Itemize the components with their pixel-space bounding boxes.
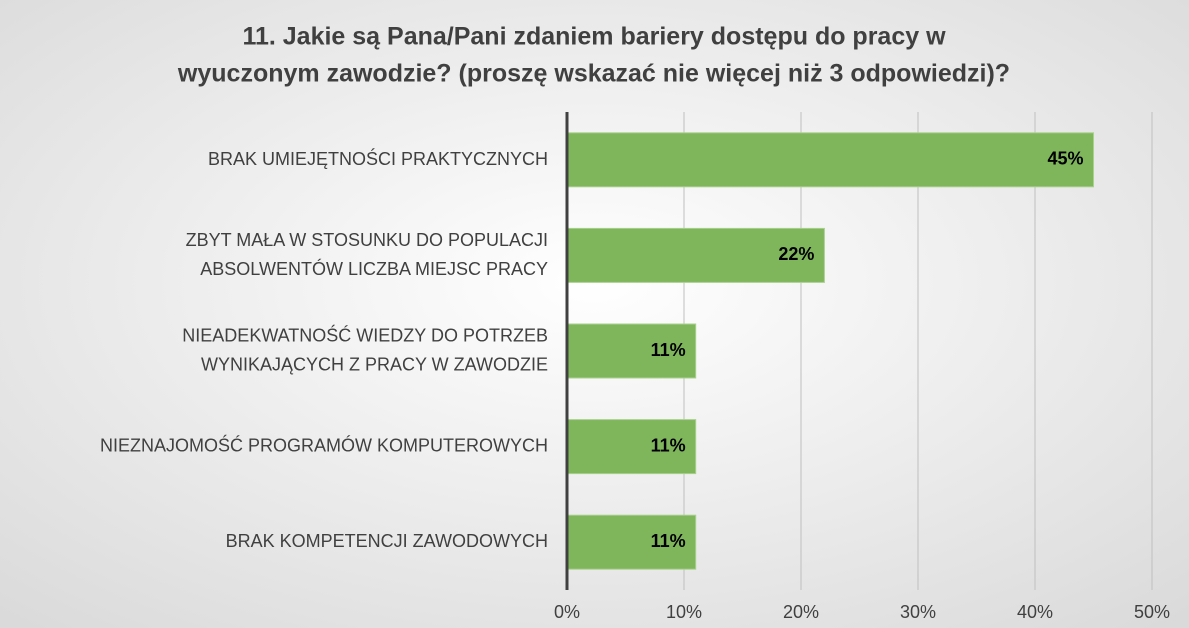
x-tick-label: 50%: [1134, 602, 1170, 622]
y-tick-label: BRAK KOMPETENCJI ZAWODOWYCH: [226, 531, 548, 551]
chart-title: 11. Jakie są Pana/Pani zdaniem bariery d…: [177, 22, 1010, 87]
y-tick-label: NIEZNAJOMOŚĆ PROGRAMÓW KOMPUTEROWYCH: [100, 434, 548, 455]
y-tick-label: NIEADEKWATNOŚĆ WIEDZY DO POTRZEB WYNIKAJĄ…: [182, 324, 548, 374]
data-label: 11%: [651, 531, 686, 551]
data-label: 22%: [778, 244, 814, 264]
data-label: 45%: [1047, 149, 1083, 169]
y-tick-label: BRAK UMIEJĘTNOŚCI PRAKTYCZNYCH: [208, 148, 548, 169]
x-tick-label: 30%: [900, 602, 936, 622]
x-tick-label: 0%: [554, 602, 580, 622]
bar: [566, 132, 1094, 188]
x-tick-label: 20%: [783, 602, 819, 622]
y-tick-label: ZBYT MAŁA W STOSUNKU DO POPULACJI ABSOLWE…: [186, 230, 548, 279]
x-tick-label: 40%: [1017, 602, 1053, 622]
x-tick-label: 10%: [666, 602, 702, 622]
data-label: 11%: [651, 340, 686, 360]
bar: [566, 323, 697, 379]
data-label: 11%: [651, 435, 686, 455]
bar: [566, 227, 825, 283]
